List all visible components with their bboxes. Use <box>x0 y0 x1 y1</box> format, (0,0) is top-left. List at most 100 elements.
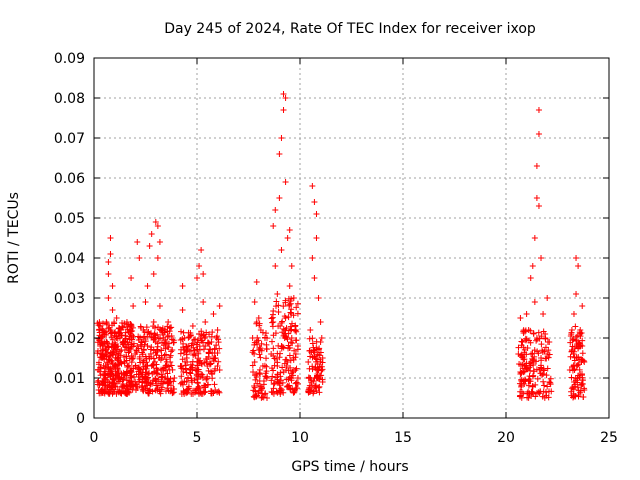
data-point <box>533 335 540 341</box>
data-point <box>106 356 113 363</box>
data-point <box>191 351 198 357</box>
data-point <box>256 322 263 329</box>
data-point <box>127 374 134 381</box>
data-point <box>129 324 136 331</box>
data-point <box>152 332 159 339</box>
chart-title: Day 245 of 2024, Rate Of TEC Index for r… <box>164 21 536 37</box>
data-point <box>272 330 279 337</box>
data-point <box>273 388 280 395</box>
data-point <box>165 332 172 339</box>
data-point <box>214 362 221 369</box>
data-point <box>194 376 201 383</box>
data-point <box>95 387 102 394</box>
data-point <box>141 333 148 340</box>
data-point <box>253 393 260 400</box>
data-point <box>111 363 118 369</box>
data-point <box>545 394 552 401</box>
data-point <box>578 356 585 363</box>
data-point <box>126 377 133 384</box>
x-tick-label: 0 <box>90 430 99 446</box>
data-point <box>250 387 257 394</box>
data-point <box>170 339 177 346</box>
data-points <box>94 91 588 401</box>
data-point <box>535 329 542 336</box>
data-point <box>112 354 119 361</box>
y-tick-label: 0.07 <box>54 131 85 147</box>
data-point <box>312 384 319 391</box>
data-point <box>147 346 154 353</box>
data-point <box>126 347 133 354</box>
data-point <box>193 341 200 348</box>
data-point <box>570 311 577 317</box>
data-point <box>199 374 206 381</box>
data-point <box>154 371 161 377</box>
data-point <box>148 363 155 369</box>
data-point <box>305 359 312 365</box>
data-point <box>193 347 200 354</box>
data-point <box>269 338 276 345</box>
data-point <box>540 388 547 395</box>
data-point <box>319 379 326 385</box>
data-point <box>154 255 161 261</box>
data-point <box>122 335 129 342</box>
data-point <box>259 363 266 369</box>
data-point <box>263 345 270 352</box>
data-point <box>168 348 175 355</box>
data-point <box>169 366 176 373</box>
data-point <box>109 283 116 289</box>
data-point <box>260 394 267 401</box>
data-point <box>569 343 576 350</box>
data-point <box>262 330 269 337</box>
data-point <box>194 380 201 387</box>
data-point <box>152 219 159 225</box>
data-point <box>313 211 320 217</box>
data-point <box>290 367 297 373</box>
x-tick-label: 20 <box>497 430 515 446</box>
data-point <box>309 183 316 189</box>
data-point <box>317 319 324 325</box>
data-point <box>288 326 295 333</box>
data-point <box>581 387 588 393</box>
y-tick-label: 0.08 <box>54 91 85 107</box>
data-point <box>103 339 110 346</box>
data-point <box>119 339 126 345</box>
data-point <box>521 346 528 353</box>
data-point <box>538 341 545 348</box>
data-point <box>522 328 529 335</box>
data-point <box>126 327 133 334</box>
data-point <box>575 355 582 361</box>
data-point <box>212 355 219 361</box>
data-point <box>164 385 171 392</box>
data-point <box>167 388 174 395</box>
data-point <box>169 347 176 353</box>
axis-ticks: 0 0.01 0.02 0.03 0.04 0.05 0.06 0.07 0.08 0.09 0 5 1… <box>54 51 618 446</box>
data-point <box>529 350 536 357</box>
data-point <box>154 223 161 229</box>
data-point <box>312 364 319 371</box>
data-point <box>275 308 282 315</box>
data-point <box>568 327 575 333</box>
data-point <box>99 355 106 361</box>
data-point <box>250 368 257 375</box>
data-point <box>270 385 277 392</box>
data-point <box>535 350 542 357</box>
data-point <box>128 335 135 341</box>
data-point <box>121 371 128 377</box>
data-point <box>286 227 293 233</box>
data-point <box>177 350 184 357</box>
data-point <box>548 388 555 395</box>
data-point <box>575 263 582 269</box>
data-point <box>115 355 122 362</box>
data-point <box>278 319 285 326</box>
data-point <box>119 383 126 389</box>
data-point <box>118 374 125 381</box>
data-point <box>569 337 576 344</box>
data-point <box>291 347 298 354</box>
data-point <box>538 355 545 361</box>
data-point <box>140 327 147 333</box>
data-point <box>154 346 161 353</box>
data-point <box>307 353 314 360</box>
data-point <box>272 263 279 269</box>
data-point <box>292 322 299 329</box>
data-point <box>197 335 204 342</box>
